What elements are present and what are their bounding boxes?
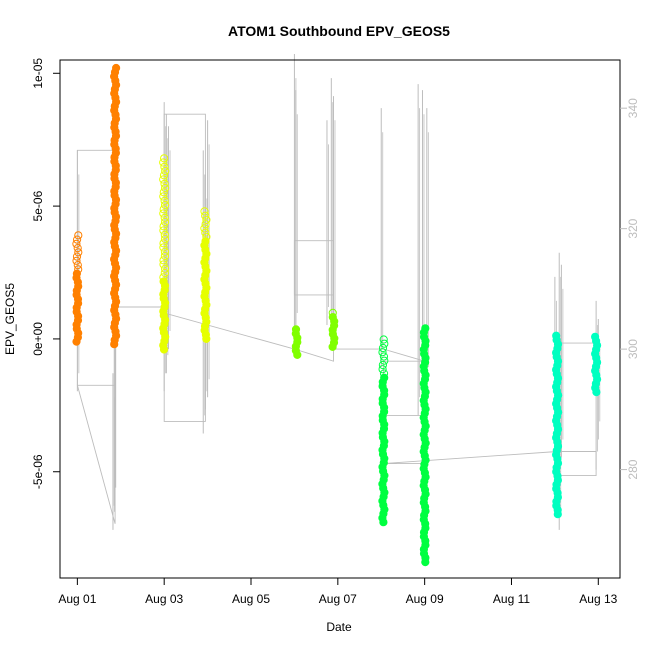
plot-frame <box>59 59 621 579</box>
data-point <box>72 252 82 261</box>
data-point <box>160 247 169 256</box>
data-point <box>159 209 168 218</box>
data-point <box>421 324 430 333</box>
series-4 <box>378 324 430 567</box>
data-point <box>378 365 387 374</box>
data-point <box>72 239 81 248</box>
right-axis-trace <box>76 53 601 530</box>
y-axis-right: 280 300 320 340 <box>620 98 640 480</box>
data-point <box>160 230 169 239</box>
data-point <box>379 335 388 344</box>
data-point <box>161 200 170 210</box>
x-tick-label: Aug 07 <box>319 592 357 606</box>
data-point <box>202 215 211 224</box>
data-point <box>159 188 168 197</box>
data-point <box>380 339 389 348</box>
data-point <box>380 356 389 365</box>
data-point <box>112 63 121 73</box>
data-point <box>159 171 169 180</box>
data-point <box>159 277 168 286</box>
series-3 <box>291 308 339 359</box>
data-point <box>74 265 83 274</box>
data-point <box>73 244 82 253</box>
y-axis: -5e-06 0e+00 5e-06 1e-05 <box>31 58 60 489</box>
data-point <box>160 179 169 188</box>
data-point <box>591 332 600 341</box>
data-point <box>161 166 170 176</box>
series-1 <box>72 63 121 349</box>
data-point <box>72 269 82 278</box>
x-tick-label: Aug 11 <box>493 592 530 606</box>
y-right-tick-label: 280 <box>626 459 640 479</box>
y-tick-label: 5e-06 <box>31 190 45 221</box>
data-point <box>159 222 168 231</box>
data-point <box>160 234 170 244</box>
data-point <box>328 313 337 322</box>
data-point <box>201 211 210 220</box>
data-point <box>160 154 169 163</box>
data-point <box>201 228 210 237</box>
data-point <box>159 239 168 248</box>
data-point <box>378 348 387 357</box>
data-point <box>73 235 82 244</box>
data-point <box>160 162 169 171</box>
y-axis-label: EPV_GEOS5 <box>3 283 17 355</box>
data-point <box>160 264 170 273</box>
x-tick-label: Aug 09 <box>406 592 444 606</box>
data-point <box>200 224 209 233</box>
data-point <box>159 226 168 235</box>
data-point <box>160 196 169 205</box>
y-right-tick-label: 320 <box>626 218 640 238</box>
data-point <box>159 192 168 201</box>
data-point <box>159 175 168 184</box>
data-point <box>379 369 389 378</box>
data-point <box>378 360 387 370</box>
x-axis-label: Date <box>326 620 352 634</box>
x-tick-label: Aug 01 <box>58 592 96 606</box>
data-point <box>328 308 337 317</box>
series-5 <box>552 331 602 519</box>
data-point <box>380 373 389 382</box>
chart-title: ATOM1 Southbound EPV_GEOS5 <box>228 23 450 39</box>
data-point <box>552 331 561 340</box>
y-right-tick-label: 300 <box>626 339 640 359</box>
data-point <box>378 343 388 353</box>
data-point <box>160 217 170 227</box>
data-point <box>73 261 82 270</box>
data-point <box>159 205 168 214</box>
data-point <box>201 220 210 229</box>
data-point <box>160 268 169 278</box>
data-point <box>159 243 168 252</box>
data-point <box>161 183 170 193</box>
data-point <box>74 248 83 257</box>
data-point <box>159 273 168 282</box>
series-2 <box>159 154 211 354</box>
y-right-tick-label: 340 <box>626 98 640 118</box>
y-tick-label: 0e+00 <box>31 322 45 356</box>
data-point <box>291 325 301 334</box>
data-point <box>159 256 168 265</box>
data-point <box>202 232 211 241</box>
series-layer <box>72 63 602 567</box>
x-axis: Aug 01 Aug 03 Aug 05 Aug 07 Aug 09 Aug 11 Aug … <box>58 577 618 606</box>
x-tick-label: Aug 13 <box>579 592 617 606</box>
x-tick-label: Aug 05 <box>232 592 270 606</box>
data-point <box>74 231 83 240</box>
data-point <box>159 158 168 167</box>
data-point <box>160 213 169 222</box>
x-tick-label: Aug 03 <box>145 592 183 606</box>
y-tick-label: 1e-05 <box>31 58 45 89</box>
data-point <box>72 256 81 265</box>
data-point <box>159 260 168 269</box>
data-point <box>160 251 169 261</box>
data-point <box>200 207 209 216</box>
y-tick-label: -5e-06 <box>31 454 45 489</box>
data-point <box>379 352 388 361</box>
